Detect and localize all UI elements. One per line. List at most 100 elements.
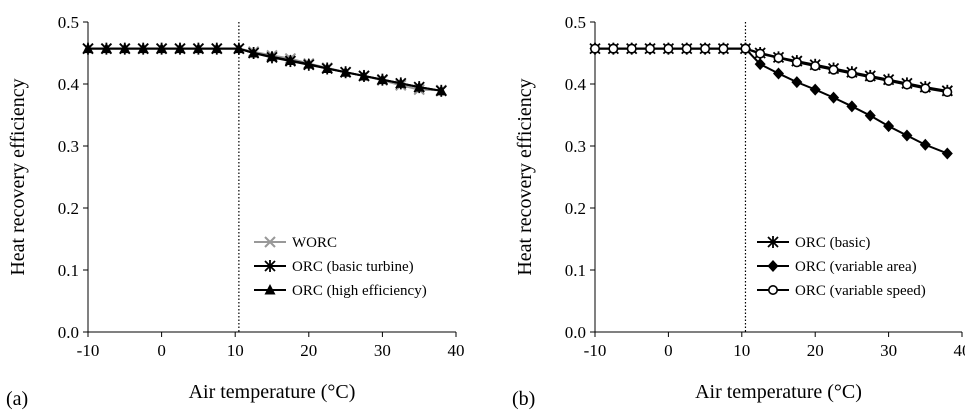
legend-item: ORC (high efficiency) — [254, 283, 427, 299]
data-point — [395, 77, 407, 88]
y-tick-label: 0.4 — [565, 75, 587, 94]
data-point — [864, 109, 876, 122]
data-point — [376, 73, 388, 85]
data-point — [773, 67, 784, 80]
x-tick-label: 10 — [733, 341, 750, 360]
legend-item: WORC — [254, 235, 337, 251]
data-point — [740, 43, 751, 54]
data-point — [754, 58, 766, 71]
y-tick-label: 0.1 — [58, 261, 79, 280]
y-tick-label: 0.5 — [58, 13, 79, 32]
x-tick-label: 40 — [954, 341, 965, 360]
data-point — [920, 83, 931, 94]
legend: WORC ORC (basic turbine) ORC (high efficie… — [254, 235, 427, 299]
data-point — [942, 87, 953, 98]
data-point — [718, 43, 729, 54]
data-point — [810, 61, 821, 72]
y-tick-label: 0.3 — [58, 137, 79, 156]
legend-item: ORC (variable speed) — [757, 283, 926, 299]
data-point — [901, 129, 913, 142]
data-point — [809, 83, 821, 96]
series-orc-basic-turbine — [82, 42, 447, 97]
legend-marker — [767, 236, 779, 248]
data-point — [700, 43, 711, 54]
x-axis-label: Air temperature (°C) — [695, 381, 862, 403]
data-point — [119, 42, 131, 54]
legend-label: ORC (basic turbine) — [292, 259, 414, 275]
data-point — [340, 66, 352, 77]
legend: ORC (basic) ORC (variable area) ORC (varia… — [757, 235, 926, 299]
y-axis-label: Heat recovery efficiency — [514, 78, 536, 275]
series-worc — [82, 42, 447, 96]
y-tick-label: 0.2 — [565, 199, 586, 218]
series-orc-high-efficiency — [82, 42, 447, 96]
data-point — [100, 42, 112, 54]
chart-panel-b: 0.0 0.1 0.2 0.3 0.4 0.5 -10 0 10 20 30 40 Air temper… — [512, 13, 965, 410]
legend-label: ORC (variable speed) — [795, 283, 926, 299]
data-point — [828, 91, 840, 104]
data-point — [248, 47, 260, 58]
data-point — [846, 68, 857, 79]
legend-label: WORC — [292, 235, 337, 251]
y-tick-label: 0.0 — [58, 323, 79, 342]
x-tick-label: 30 — [880, 341, 897, 360]
data-point — [303, 58, 315, 69]
data-point — [865, 72, 876, 83]
data-point — [773, 52, 784, 63]
data-point — [435, 84, 447, 96]
data-point — [284, 54, 296, 65]
data-point — [589, 43, 600, 54]
x-tick-label: -10 — [584, 341, 607, 360]
data-point — [608, 43, 619, 54]
data-point — [828, 64, 839, 75]
panel-label: (a) — [6, 388, 28, 410]
data-point — [156, 42, 168, 54]
legend-label: ORC (high efficiency) — [292, 283, 427, 299]
data-point — [919, 138, 931, 151]
data-point — [681, 43, 692, 54]
y-tick-label: 0.2 — [58, 199, 79, 218]
x-tick-label: 20 — [807, 341, 824, 360]
legend-marker — [264, 260, 276, 272]
y-axis-label: Heat recovery efficiency — [7, 78, 29, 275]
series-line — [88, 47, 442, 92]
data-point — [233, 42, 245, 54]
x-tick-label: 20 — [300, 341, 317, 360]
data-point — [192, 42, 204, 54]
series-orc-variable-area — [589, 42, 953, 160]
data-point — [883, 75, 894, 86]
data-point — [663, 43, 674, 54]
legend-marker — [767, 284, 778, 295]
series-orc-variable-speed — [589, 43, 953, 98]
data-point — [883, 120, 895, 133]
chart-panel-a: 0.0 0.1 0.2 0.3 0.4 0.5 -10 0 10 20 30 40 Air temper… — [6, 13, 465, 410]
data-point — [626, 43, 637, 54]
data-point — [846, 100, 858, 113]
data-point — [137, 42, 149, 54]
x-tick-label: 40 — [448, 341, 465, 360]
data-point — [266, 50, 278, 62]
x-tick-label: 10 — [227, 341, 244, 360]
data-point — [321, 62, 333, 73]
data-point — [174, 42, 186, 54]
x-axis-label: Air temperature (°C) — [189, 381, 356, 403]
legend-label: ORC (variable area) — [795, 259, 917, 275]
y-tick-label: 0.3 — [565, 137, 586, 156]
data-point — [791, 76, 803, 89]
y-tick-label: 0.1 — [565, 261, 586, 280]
data-point — [941, 147, 953, 160]
y-tick-label: 0.4 — [58, 75, 80, 94]
data-point — [358, 69, 370, 81]
series-line — [595, 47, 948, 155]
y-tick-label: 0.5 — [565, 13, 586, 32]
data-point — [901, 79, 912, 90]
data-point — [82, 42, 94, 54]
x-tick-label: 30 — [374, 341, 391, 360]
legend-label: ORC (basic) — [795, 235, 870, 251]
y-tick-label: 0.0 — [565, 323, 586, 342]
data-point — [211, 42, 223, 54]
data-point — [645, 43, 656, 54]
panel-label: (b) — [512, 388, 535, 410]
x-tick-label: -10 — [77, 341, 100, 360]
